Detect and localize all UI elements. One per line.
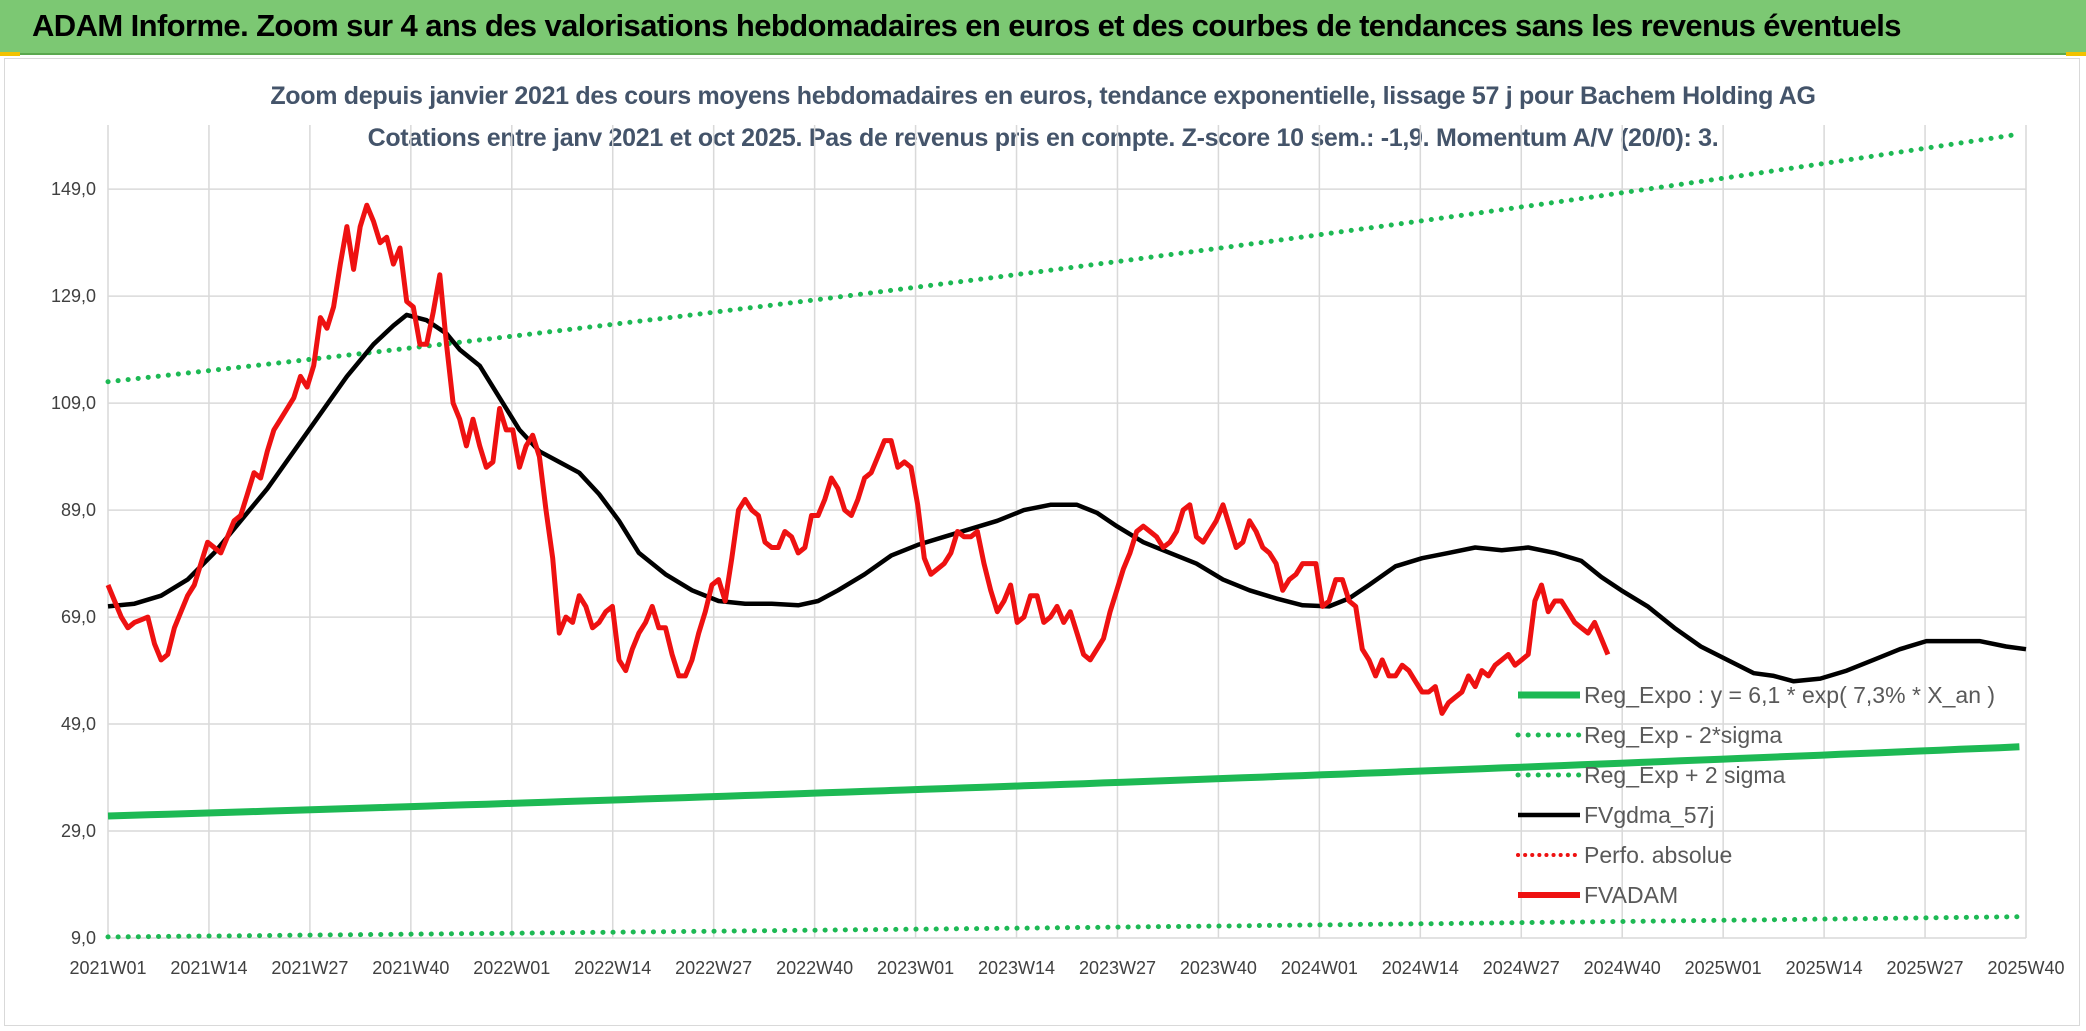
banner-title: ADAM Informe. Zoom sur 4 ans des valoris… [32, 8, 1902, 43]
x-tick-label: 2025W14 [1786, 958, 1863, 978]
reg-expo-line [107, 743, 2020, 820]
x-tick-label: 2021W14 [170, 958, 247, 978]
chart-title-line2: Cotations entre janv 2021 et oct 2025. P… [367, 124, 1719, 152]
y-tick-label: 129,0 [51, 286, 96, 306]
fvadam-line [105, 202, 1611, 716]
x-tick-label: 2025W01 [1685, 958, 1762, 978]
x-tick-label: 2023W14 [978, 958, 1055, 978]
x-tick-label: 2021W01 [69, 958, 146, 978]
y-tick-label: 89,0 [61, 500, 96, 520]
legend-label-adam: FVADAM [1584, 882, 1678, 908]
x-tick-label: 2021W40 [372, 958, 449, 978]
x-tick-label: 2022W01 [473, 958, 550, 978]
legend-label-perf: Perfo. absolue [1584, 842, 1732, 868]
legend-label-reg: Reg_Expo : y = 6,1 * exp( 7,3% * X_an ) [1584, 682, 1995, 708]
x-tick-label: 2024W14 [1382, 958, 1459, 978]
x-tick-label: 2022W40 [776, 958, 853, 978]
reg-exp-minus-2sigma-line [105, 914, 2022, 940]
x-tick-label: 2021W27 [271, 958, 348, 978]
x-tick-label: 2025W27 [1887, 958, 1964, 978]
x-tick-label: 2024W40 [1584, 958, 1661, 978]
y-tick-label: 49,0 [61, 714, 96, 734]
chart-title-line1: Zoom depuis janvier 2021 des cours moyen… [270, 82, 1816, 110]
chart-frame [4, 58, 2080, 1026]
banner-corner-right [2066, 52, 2086, 56]
header-banner: ADAM Informe. Zoom sur 4 ans des valoris… [0, 0, 2086, 55]
y-tick-label: 9,0 [71, 928, 96, 948]
legend-label-low: Reg_Exp - 2*sigma [1584, 722, 1782, 748]
x-tick-label: 2022W14 [574, 958, 651, 978]
x-tick-label: 2022W27 [675, 958, 752, 978]
banner-corner-left [0, 52, 20, 56]
legend-label-ma: FVgdma_57j [1584, 802, 1714, 828]
y-tick-label: 69,0 [61, 607, 96, 627]
x-tick-label: 2025W40 [1987, 958, 2064, 978]
reg-exp-plus-2sigma-line [105, 131, 2022, 385]
fvgdma-57j-line [107, 312, 2027, 684]
y-tick-label: 149,0 [51, 179, 96, 199]
x-tick-label: 2023W01 [877, 958, 954, 978]
x-tick-label: 2023W27 [1079, 958, 1156, 978]
y-tick-label: 109,0 [51, 393, 96, 413]
y-tick-label: 29,0 [61, 821, 96, 841]
x-tick-label: 2023W40 [1180, 958, 1257, 978]
legend-label-high: Reg_Exp + 2 sigma [1584, 762, 1786, 788]
x-tick-label: 2024W01 [1281, 958, 1358, 978]
x-tick-label: 2024W27 [1483, 958, 1560, 978]
